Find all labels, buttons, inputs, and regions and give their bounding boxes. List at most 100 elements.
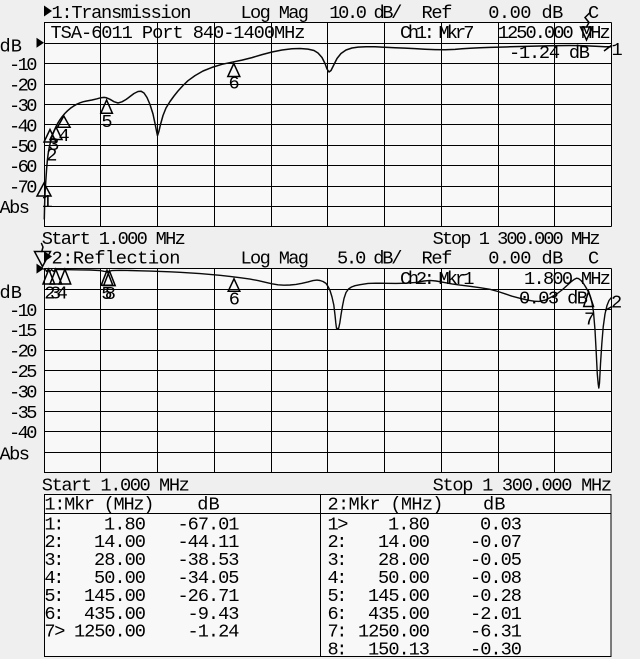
- svg-text:-0.05: -0.05: [470, 549, 522, 571]
- svg-text:Mkr1: Mkr1: [439, 268, 475, 290]
- svg-text:-30: -30: [9, 95, 38, 117]
- svg-text:1.800 MHz: 1.800 MHz: [524, 268, 611, 290]
- svg-text:Abs: Abs: [0, 444, 30, 466]
- svg-text:6:: 6:: [44, 603, 64, 625]
- svg-text:dB: dB: [483, 493, 505, 515]
- svg-text:dB: dB: [0, 36, 22, 58]
- svg-text:-38.53: -38.53: [178, 549, 240, 571]
- svg-text:6: 6: [229, 73, 240, 95]
- svg-text:1250.000 MHz: 1250.000 MHz: [498, 22, 611, 44]
- svg-text:2: 2: [611, 292, 622, 314]
- svg-text:dB: dB: [0, 282, 22, 304]
- svg-text:-26.71: -26.71: [178, 585, 240, 607]
- svg-text:Start 1.000 MHz: Start 1.000 MHz: [42, 475, 190, 497]
- svg-text:0.03: 0.03: [480, 513, 522, 535]
- svg-text:3:: 3:: [328, 549, 348, 571]
- svg-text:10.0 dB/: 10.0 dB/: [329, 2, 402, 24]
- svg-text:C: C: [588, 2, 599, 24]
- svg-text:-10: -10: [9, 54, 38, 76]
- svg-text:-15: -15: [9, 320, 38, 342]
- svg-text:-0.08: -0.08: [470, 567, 522, 589]
- svg-text:1.80: 1.80: [388, 513, 430, 535]
- svg-text:8:: 8:: [328, 639, 348, 659]
- svg-text:6: 6: [229, 289, 240, 311]
- svg-text:2: 2: [46, 145, 57, 167]
- svg-text:7>: 7>: [44, 621, 65, 643]
- svg-text:4:: 4:: [328, 567, 348, 589]
- svg-text:-35: -35: [9, 402, 38, 424]
- svg-text:-30: -30: [9, 381, 38, 403]
- svg-text:435.00: 435.00: [84, 603, 146, 625]
- svg-text:1:Transmission: 1:Transmission: [52, 2, 192, 24]
- svg-text:-6.31: -6.31: [470, 621, 522, 643]
- svg-text:Abs: Abs: [0, 197, 30, 219]
- svg-text:Start 1.000 MHz: Start 1.000 MHz: [42, 228, 186, 250]
- svg-text:1:Mkr (MHz): 1:Mkr (MHz): [44, 493, 154, 515]
- svg-text:1>: 1>: [328, 513, 349, 535]
- svg-text:Log Mag: Log Mag: [241, 2, 310, 24]
- svg-text:Ch2:: Ch2:: [400, 268, 435, 290]
- svg-text:150.13: 150.13: [368, 639, 430, 659]
- svg-text:14.00: 14.00: [378, 531, 430, 553]
- svg-text:5.0 dB/: 5.0 dB/: [337, 247, 403, 269]
- svg-text:4: 4: [57, 283, 68, 305]
- svg-text:TSA-6011 Port 840-1400MHz: TSA-6011 Port 840-1400MHz: [51, 22, 306, 44]
- svg-text:8: 8: [105, 283, 116, 305]
- svg-text:0.00 dB: 0.00 dB: [488, 247, 563, 269]
- svg-text:1250.00: 1250.00: [358, 621, 430, 643]
- svg-text:1.80: 1.80: [104, 513, 146, 535]
- svg-text:-1.24: -1.24: [188, 621, 240, 643]
- svg-text:435.00: 435.00: [368, 603, 430, 625]
- svg-text:2:Reflection: 2:Reflection: [52, 247, 181, 269]
- svg-text:-60: -60: [9, 156, 38, 178]
- svg-text:145.00: 145.00: [368, 585, 430, 607]
- svg-text:28.00: 28.00: [94, 549, 146, 571]
- svg-text:4:: 4:: [44, 567, 64, 589]
- svg-text:5: 5: [101, 283, 112, 305]
- svg-text:1:: 1:: [44, 513, 64, 535]
- svg-text:-50: -50: [9, 136, 38, 158]
- svg-text:2:Mkr (MHz): 2:Mkr (MHz): [328, 493, 444, 515]
- svg-text:-44.11: -44.11: [178, 531, 240, 553]
- svg-text:3:: 3:: [44, 549, 64, 571]
- svg-text:-1.24 dB: -1.24 dB: [509, 42, 590, 64]
- svg-text:-2.01: -2.01: [470, 603, 522, 625]
- svg-text:7: 7: [584, 309, 595, 331]
- svg-text:-70: -70: [9, 177, 38, 199]
- svg-text:5:: 5:: [328, 585, 348, 607]
- svg-text:2: 2: [44, 283, 55, 305]
- svg-text:3: 3: [48, 134, 59, 156]
- svg-text:28.00: 28.00: [378, 549, 430, 571]
- svg-text:-10: -10: [9, 300, 38, 322]
- svg-text:-20: -20: [9, 75, 38, 97]
- svg-text:-0.07: -0.07: [470, 531, 522, 553]
- svg-text:4: 4: [59, 125, 70, 147]
- svg-text:5:: 5:: [44, 585, 64, 607]
- svg-text:6:: 6:: [328, 603, 348, 625]
- svg-text:50.00: 50.00: [94, 567, 146, 589]
- svg-text:50.00: 50.00: [378, 567, 430, 589]
- svg-text:145.00: 145.00: [84, 585, 146, 607]
- svg-text:-0.30: -0.30: [470, 639, 522, 659]
- svg-text:Log Mag: Log Mag: [241, 247, 310, 269]
- svg-text:7:: 7:: [328, 621, 348, 643]
- svg-text:Stop 1 300.000 MHz: Stop 1 300.000 MHz: [433, 475, 612, 497]
- svg-text:1: 1: [42, 191, 53, 213]
- svg-text:2:: 2:: [44, 531, 64, 553]
- svg-text:-40: -40: [9, 115, 38, 137]
- svg-text:C: C: [588, 247, 599, 269]
- svg-text:-34.05: -34.05: [178, 567, 240, 589]
- svg-text:Mkr7: Mkr7: [439, 22, 475, 44]
- svg-text:0.03 dB: 0.03 dB: [519, 288, 588, 310]
- svg-text:3: 3: [50, 283, 61, 305]
- svg-text:dB: dB: [197, 493, 219, 515]
- svg-text:-0.28: -0.28: [470, 585, 522, 607]
- svg-text:-9.43: -9.43: [188, 603, 240, 625]
- svg-text:-25: -25: [9, 361, 38, 383]
- svg-text:Stop 1 300.000 MHz: Stop 1 300.000 MHz: [433, 228, 601, 250]
- svg-text:1250.00: 1250.00: [74, 621, 146, 643]
- svg-text:-40: -40: [9, 422, 38, 444]
- svg-text:14.00: 14.00: [94, 531, 146, 553]
- svg-text:0.00 dB: 0.00 dB: [488, 2, 563, 24]
- svg-text:-67.01: -67.01: [178, 513, 240, 535]
